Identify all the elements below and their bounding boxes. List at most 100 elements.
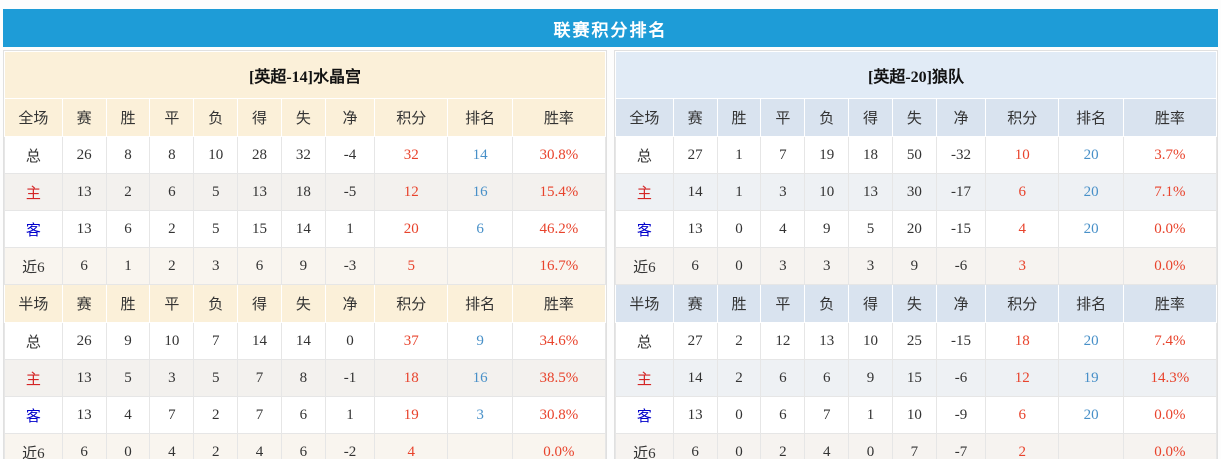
stat-cell: 20 [1058,210,1124,248]
row-label: 客 [4,210,63,248]
stat-cell: 4 [149,433,195,459]
stat-cell: 6 [985,396,1060,434]
stat-cell: 6 [149,173,195,211]
table-row: 总 26 9 10 7 14 14 0 37 9 34.6% [4,322,607,360]
stat-cell: 14 [280,210,326,248]
table-row: 主 13 5 3 5 7 8 -1 18 16 38.5% [4,359,607,397]
table-row: 总 26 8 8 10 28 32 -4 32 14 30.8% [4,136,607,174]
stat-cell: 3 [848,247,893,285]
stat-cell: 6 [61,433,107,459]
stat-cell: 7 [891,433,937,459]
column-header: 平 [149,98,195,137]
column-header: 赛 [672,284,718,323]
stat-cell: 28 [237,136,282,174]
stat-cell: 10 [193,136,239,174]
column-header: 赛 [61,98,107,137]
stat-cell: 16.7% [511,247,607,285]
row-label: 近6 [4,247,63,285]
column-header: 失 [891,98,937,137]
stat-cell: 9 [447,322,513,360]
stat-cell: 0 [324,322,376,360]
column-header: 负 [804,284,850,323]
stat-cell: 5 [374,247,449,285]
stat-cell: 2 [985,433,1060,459]
stat-cell: 3 [193,247,239,285]
stat-cell: 13 [672,396,718,434]
stat-cell: -6 [935,359,987,397]
column-header: 排名 [447,284,513,323]
stat-cell: 19 [804,136,850,174]
section-scope-header: 全场 [615,98,674,137]
stat-cell: 0.0% [511,433,607,459]
section-scope-header: 全场 [4,98,63,137]
stat-cell: 9 [105,322,151,360]
column-header: 平 [760,98,806,137]
stat-cell: 8 [149,136,195,174]
stat-cell: -15 [935,322,987,360]
row-label: 近6 [615,433,674,459]
column-header: 赛 [672,98,718,137]
stat-cell: 14.3% [1122,359,1218,397]
stat-cell: 2 [716,322,762,360]
stat-cell: 7 [193,322,239,360]
stat-cell: 7 [149,396,195,434]
table-row: 主 14 2 6 6 9 15 -6 12 19 14.3% [615,359,1218,397]
stat-cell: 8 [105,136,151,174]
stat-cell: 13 [61,210,107,248]
stat-cell: 6 [672,247,718,285]
column-header: 排名 [447,98,513,137]
stat-cell: 13 [61,359,107,397]
stat-cell: 1 [716,173,762,211]
stat-cell: 3.7% [1122,136,1218,174]
column-header: 胜率 [1122,284,1218,323]
stat-cell [1058,433,1124,459]
column-header: 排名 [1058,284,1124,323]
column-header: 胜率 [511,284,607,323]
stats-table: [英超-20]狼队 全场赛胜平负得失净积分 排名 胜率总 27 1 7 19 18 50 -32 10… [615,51,1218,459]
stat-cell: -4 [324,136,376,174]
team-name: [英超-20]狼队 [615,51,1217,99]
stat-cell: 6 [760,359,806,397]
stat-cell: 5 [193,359,239,397]
column-header: 净 [324,98,376,137]
stat-cell: 38.5% [511,359,607,397]
stat-cell: 13 [61,173,107,211]
column-header: 负 [193,284,239,323]
stat-cell: 12 [374,173,449,211]
table-row: 客 13 0 6 7 1 10 -9 6 20 0.0% [615,396,1218,434]
stat-cell: 6 [672,433,718,459]
table-row: 客 13 4 7 2 7 6 1 19 3 30.8% [4,396,607,434]
stat-cell: 19 [1058,359,1124,397]
stat-cell: 1 [105,247,151,285]
stat-cell: 2 [193,396,239,434]
team-panels-container: [英超-14]水晶宫 全场赛胜平负得失净积分 排名 胜率总 26 8 8 10 28 32 -4 32… [3,50,1218,459]
stat-cell: 9 [848,359,893,397]
team-name: [英超-14]水晶宫 [4,51,606,99]
table-row: 近6 6 0 4 2 4 6 -2 4 0.0% [4,433,607,459]
stat-cell: 1 [324,210,376,248]
column-header: 得 [848,98,893,137]
row-label: 近6 [4,433,63,459]
stat-cell: 26 [61,136,107,174]
stat-cell: 4 [105,396,151,434]
stats-table: [英超-14]水晶宫 全场赛胜平负得失净积分 排名 胜率总 26 8 8 10 28 32 -4 32… [4,51,607,459]
stat-cell: 7 [760,136,806,174]
stat-cell: 6 [447,210,513,248]
stat-cell: 1 [848,396,893,434]
stat-cell: 7.4% [1122,322,1218,360]
page-title: 联赛积分排名 [3,9,1218,47]
stat-cell: 20 [1058,136,1124,174]
stat-cell: 8 [280,359,326,397]
stat-cell: 2 [716,359,762,397]
stat-cell: 14 [672,173,718,211]
stat-cell: -15 [935,210,987,248]
stat-cell: 15 [237,210,282,248]
column-header: 胜 [716,284,762,323]
stat-cell: -3 [324,247,376,285]
stat-cell: 5 [193,173,239,211]
stat-cell: 25 [891,322,937,360]
stat-cell: 7.1% [1122,173,1218,211]
stat-cell: -32 [935,136,987,174]
column-header: 积分 [985,284,1060,323]
